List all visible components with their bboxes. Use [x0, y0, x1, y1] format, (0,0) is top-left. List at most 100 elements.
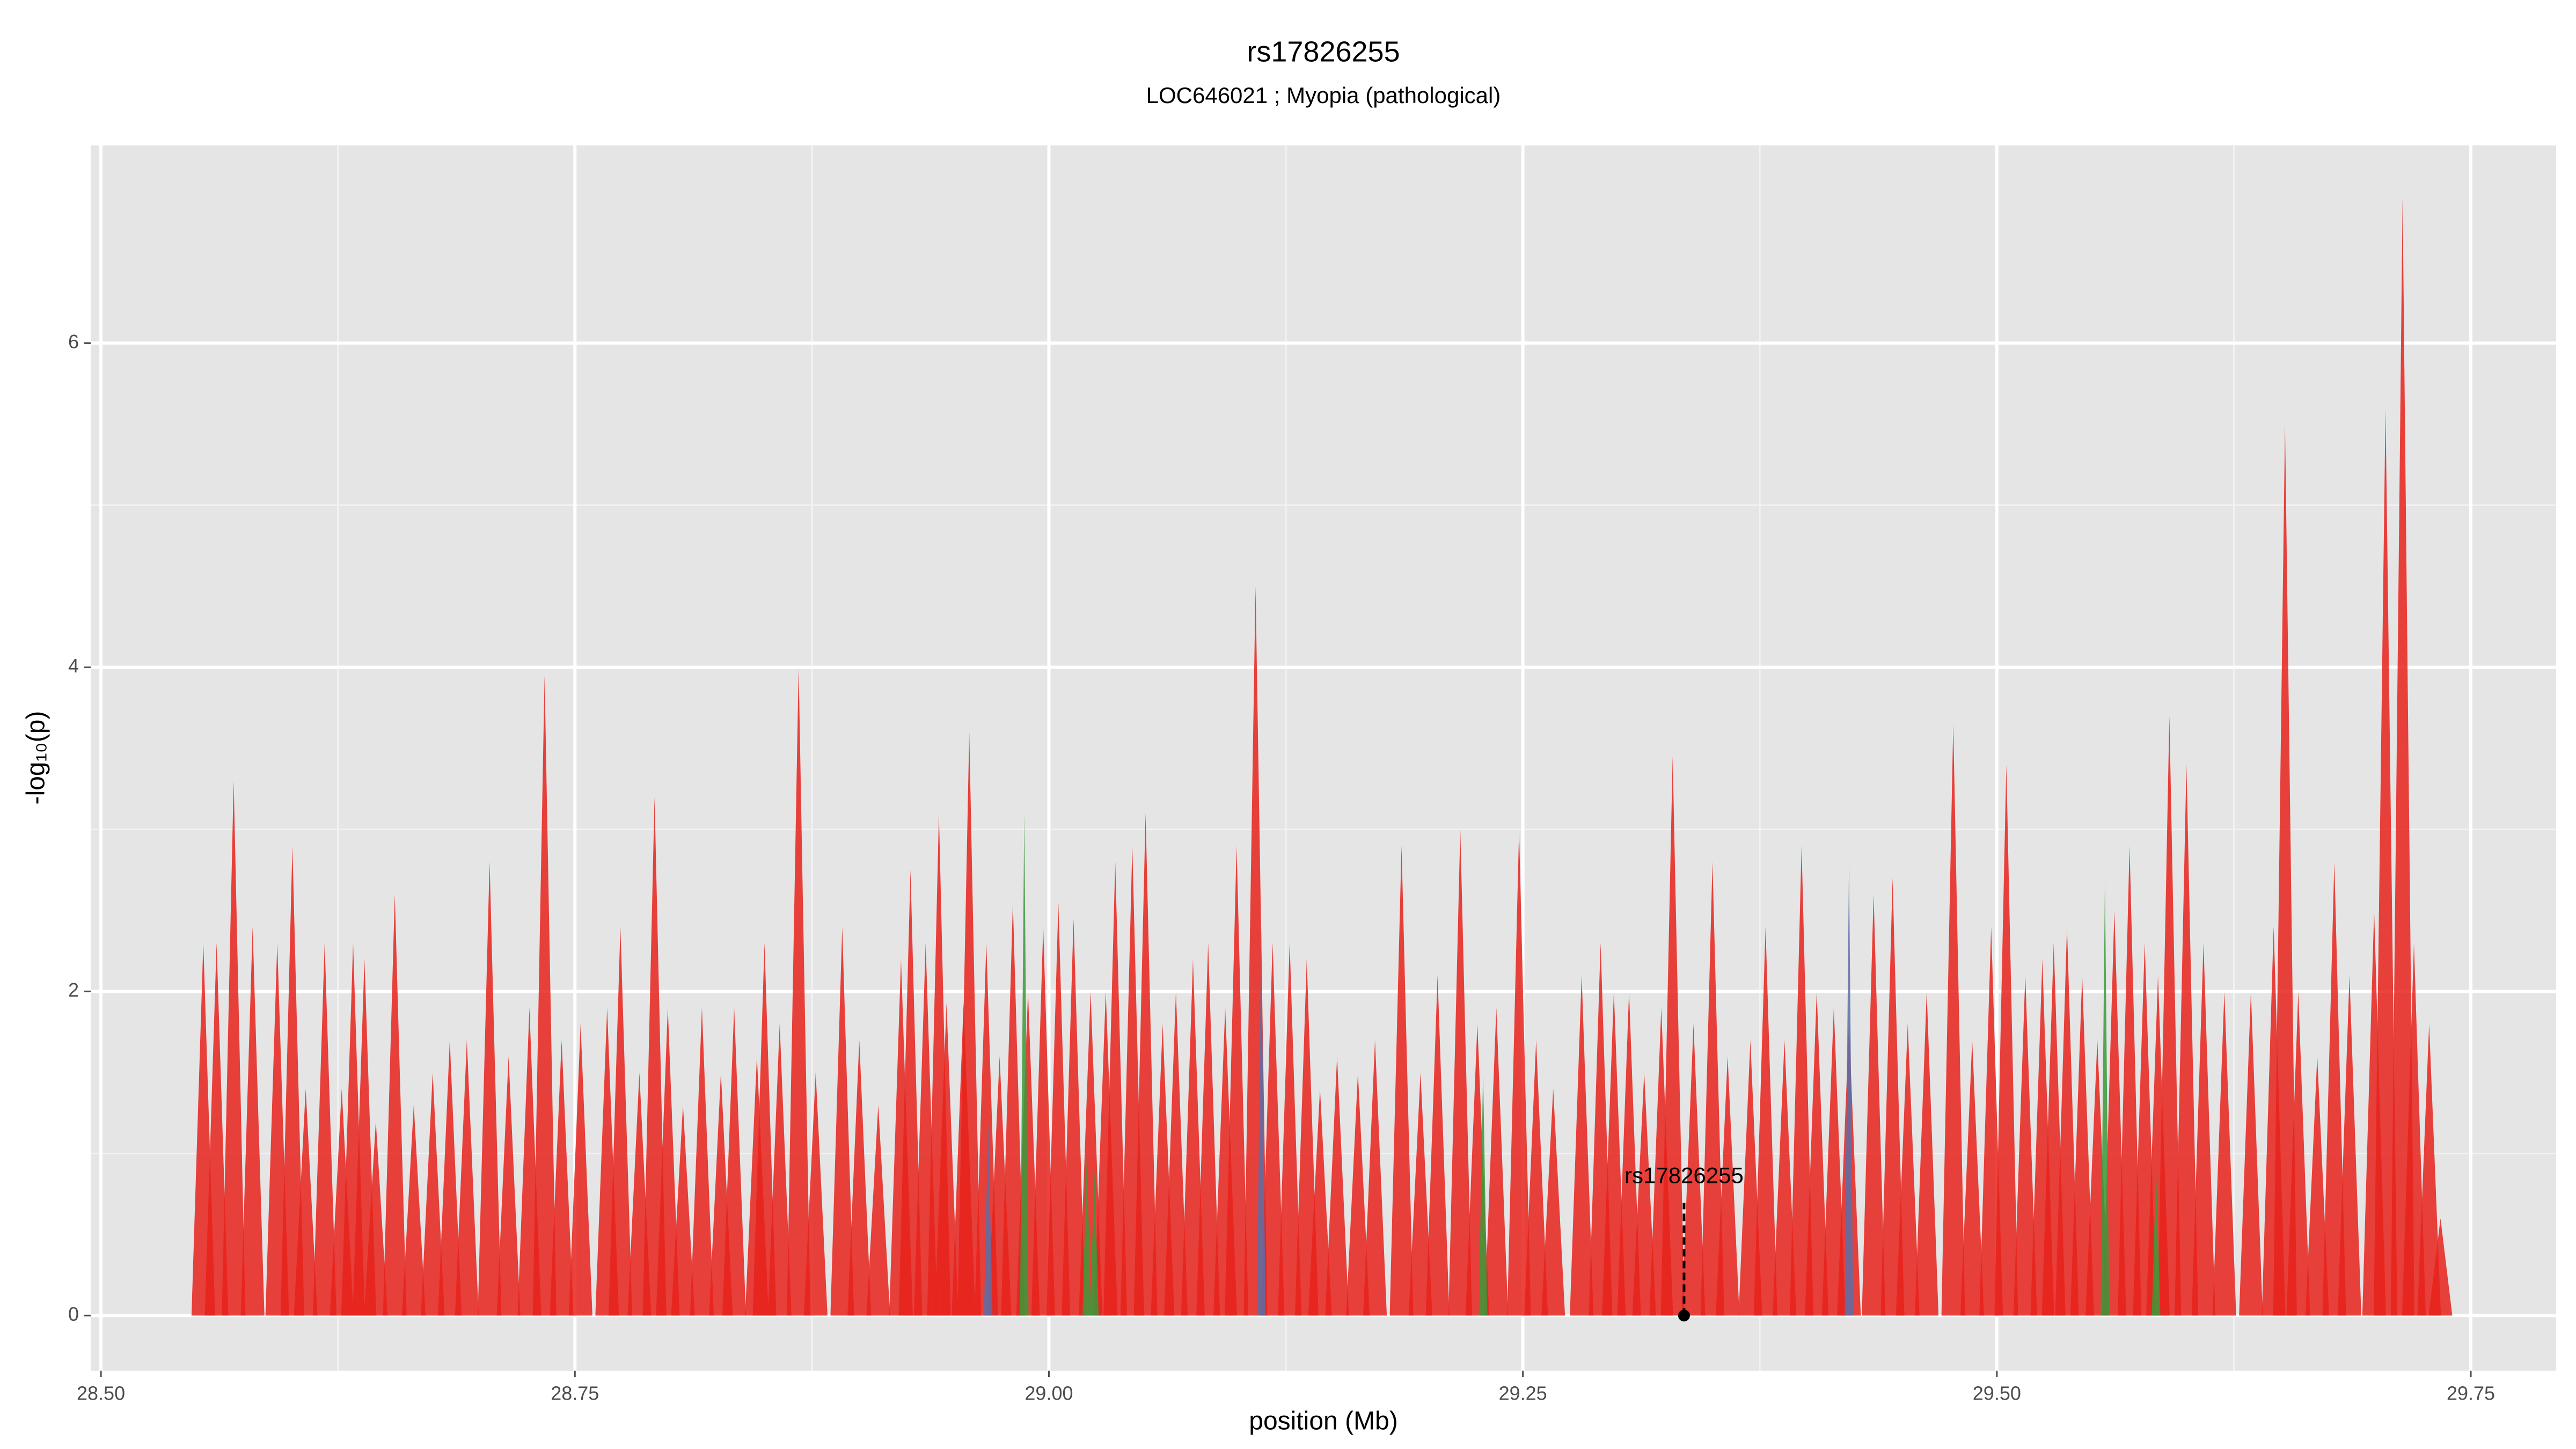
spike: [898, 869, 923, 1316]
spike: [1133, 813, 1158, 1316]
spike: [2402, 942, 2426, 1316]
spike: [2175, 764, 2199, 1316]
annotation-label: rs17826255: [1624, 1162, 1744, 1188]
spike: [2390, 197, 2414, 1316]
spike: [1261, 942, 1285, 1316]
y-axis-label: -log₁₀(p): [22, 711, 50, 805]
x-axis-label: position (Mb): [1249, 1407, 1397, 1436]
spike: [478, 861, 502, 1316]
spike: [722, 1007, 747, 1316]
spike: [2070, 975, 2094, 1316]
spike: [455, 1040, 479, 1316]
spike: [2191, 942, 2215, 1316]
spike: [1915, 991, 1939, 1316]
spike: [204, 942, 229, 1316]
spike: [767, 1023, 792, 1316]
spike: [1046, 902, 1071, 1316]
spike: [984, 1121, 993, 1316]
spike: [803, 1072, 828, 1316]
spike: [568, 1023, 592, 1316]
spike: [2374, 408, 2398, 1316]
spike: [240, 926, 265, 1316]
spike: [1325, 1056, 1349, 1316]
spike: [1082, 1153, 1092, 1316]
y-tick-label: 4: [68, 655, 79, 677]
x-tick-label: 29.50: [1973, 1382, 2021, 1404]
spike: [421, 1072, 445, 1316]
spike: [1479, 1072, 1488, 1316]
spike: [690, 1007, 714, 1316]
spike: [1001, 902, 1025, 1316]
spike: [401, 1104, 426, 1316]
spike: [383, 894, 407, 1316]
spike: [1507, 829, 1531, 1316]
x-tick-label: 29.25: [1499, 1382, 1547, 1404]
spike: [1789, 845, 1813, 1316]
spike: [1994, 764, 2018, 1316]
annotation-point: [1678, 1309, 1690, 1322]
spike: [1448, 829, 1473, 1316]
spike: [1294, 958, 1319, 1316]
spike: [2322, 861, 2346, 1316]
spike: [1805, 991, 1829, 1316]
x-tick-label: 29.75: [2447, 1382, 2495, 1404]
spike: [787, 667, 811, 1316]
spike: [2428, 1218, 2453, 1316]
spike: [2417, 1023, 2441, 1316]
spike: [1822, 1007, 1846, 1316]
spike: [2212, 991, 2236, 1316]
spike: [2013, 975, 2037, 1316]
spike: [1681, 1023, 1706, 1316]
chart-subtitle: LOC646021 ; Myopia (pathological): [1146, 83, 1501, 108]
spike: [752, 942, 777, 1316]
spike: [1632, 1072, 1656, 1316]
spike: [2273, 424, 2297, 1316]
spike: [847, 1040, 872, 1316]
spike: [550, 1040, 574, 1316]
y-tick-label: 0: [68, 1303, 79, 1325]
spike: [2101, 877, 2110, 1316]
spike: [934, 1002, 958, 1316]
spike: [866, 1104, 890, 1316]
y-tick-label: 6: [68, 331, 79, 353]
chart-title: rs17826255: [1247, 35, 1400, 68]
spike: [2305, 1056, 2329, 1316]
spike: [1181, 958, 1205, 1316]
spike: [1880, 877, 1905, 1316]
spike: [2239, 991, 2263, 1316]
spike: [1941, 724, 1965, 1316]
spike: [1700, 861, 1724, 1316]
spike: [222, 780, 246, 1316]
spike: [1570, 975, 1594, 1316]
spike: [2055, 926, 2079, 1316]
spike: [1363, 1040, 1387, 1316]
spike: [1862, 894, 1886, 1316]
spike: [1896, 1023, 1920, 1316]
spike: [294, 1088, 318, 1316]
spike: [1960, 1040, 1984, 1316]
spike: [1716, 1056, 1740, 1316]
spike: [2118, 845, 2142, 1316]
spike: [1524, 1040, 1548, 1316]
spike: [1753, 926, 1777, 1316]
spike: [2157, 715, 2182, 1316]
spike: [1425, 975, 1450, 1316]
spike: [656, 1007, 680, 1316]
spike: [1484, 1007, 1509, 1316]
spike: [1164, 991, 1188, 1316]
spike: [1031, 926, 1055, 1316]
y-tick-label: 2: [68, 979, 79, 1001]
spike: [364, 1121, 388, 1316]
spike: [1408, 1072, 1432, 1316]
spike: [2337, 975, 2361, 1316]
spike: [1346, 1072, 1370, 1316]
spike: [280, 845, 304, 1316]
spike: [1308, 1088, 1332, 1316]
spike: [642, 796, 667, 1316]
spike: [1103, 861, 1128, 1316]
spike: [1602, 991, 1626, 1316]
spike: [1773, 1040, 1797, 1316]
x-tick-label: 28.75: [551, 1382, 599, 1404]
spike: [1617, 991, 1641, 1316]
